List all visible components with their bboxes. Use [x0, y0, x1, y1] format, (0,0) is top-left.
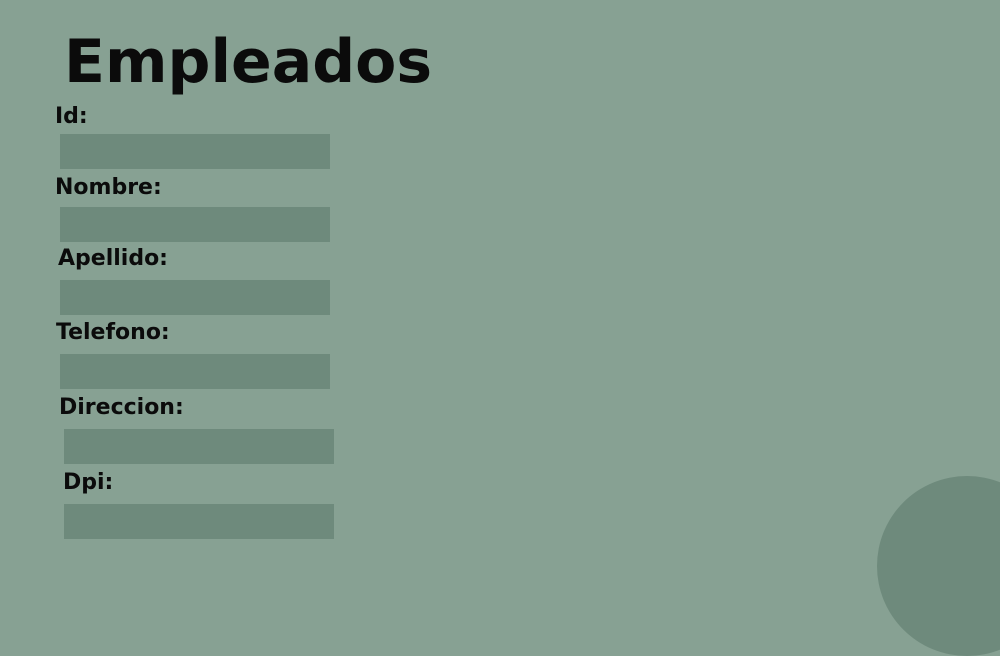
apellido-label: Apellido:: [58, 246, 168, 271]
apellido-field[interactable]: [60, 280, 330, 315]
id-label: Id:: [55, 104, 88, 129]
decorative-circle: [877, 476, 1000, 656]
nombre-field[interactable]: [60, 207, 330, 242]
dpi-label: Dpi:: [63, 470, 114, 495]
page-title: Empleados: [64, 27, 433, 97]
id-field[interactable]: [60, 134, 330, 169]
nombre-label: Nombre:: [55, 175, 162, 200]
direccion-field[interactable]: [64, 429, 334, 464]
dpi-field[interactable]: [64, 504, 334, 539]
telefono-field[interactable]: [60, 354, 330, 389]
direccion-label: Direccion:: [59, 395, 184, 420]
telefono-label: Telefono:: [56, 320, 170, 345]
